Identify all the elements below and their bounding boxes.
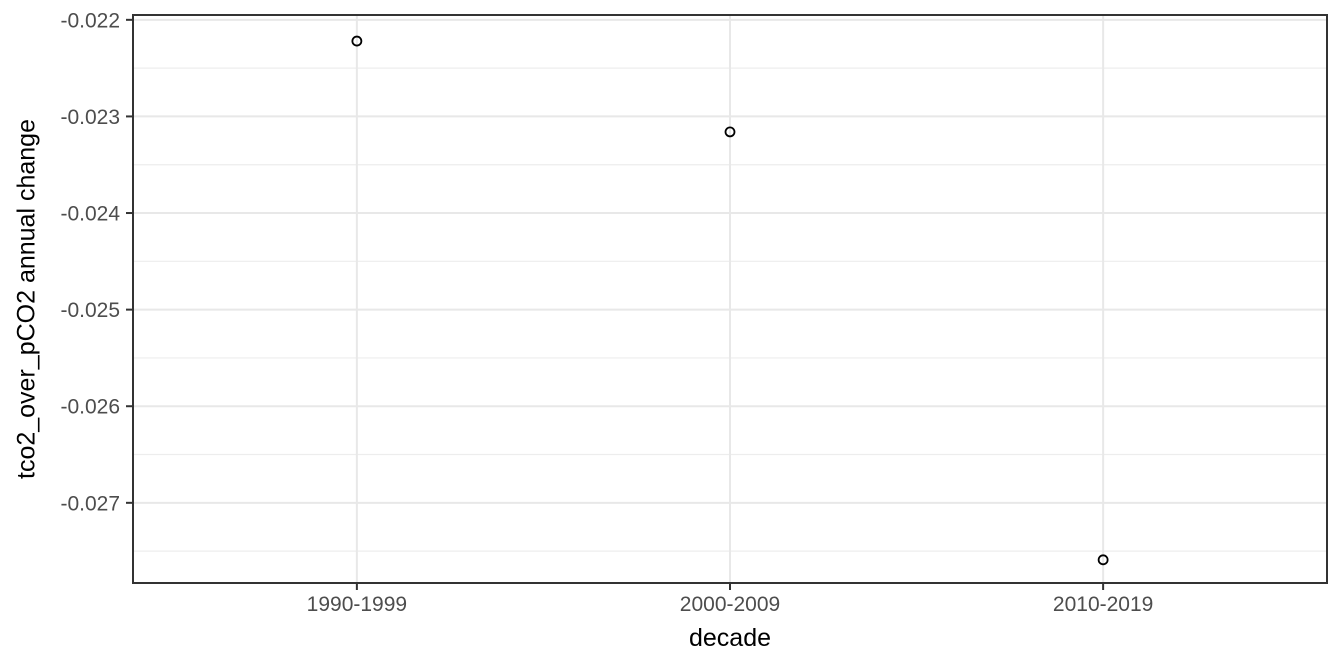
data-point xyxy=(724,126,736,138)
data-point xyxy=(351,35,363,47)
x-tick-label: 1990-1999 xyxy=(307,593,407,616)
y-tick-label: -0.022 xyxy=(60,9,120,32)
x-tick-label: 2010-2019 xyxy=(1053,593,1153,616)
y-tick-label: -0.026 xyxy=(60,396,120,419)
y-axis-title: tco2_over_pCO2 annual change xyxy=(12,119,41,479)
y-tick-label: -0.027 xyxy=(60,492,120,515)
y-tick-label: -0.025 xyxy=(60,299,120,322)
x-tick-label: 2000-2009 xyxy=(680,593,780,616)
data-point xyxy=(1097,554,1109,566)
x-axis-title: decade xyxy=(688,624,772,652)
y-tick-label: -0.023 xyxy=(60,106,120,129)
y-tick-label: -0.024 xyxy=(60,203,120,226)
